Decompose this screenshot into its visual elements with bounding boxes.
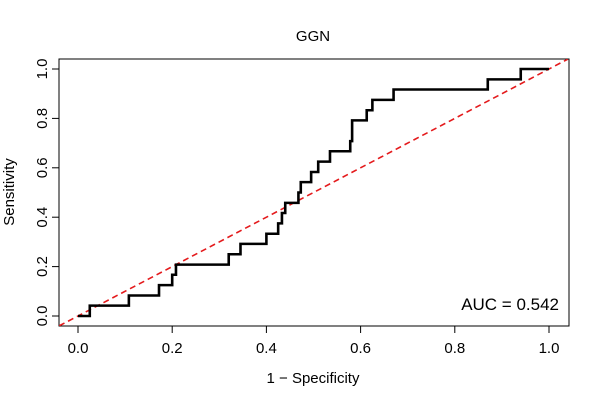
y-tick-label: 0.8 <box>34 108 51 129</box>
x-tick-label: 0.0 <box>68 340 89 357</box>
x-tick-label: 0.2 <box>162 340 183 357</box>
reference-diagonal-line <box>59 59 569 326</box>
auc-annotation: AUC = 0.542 <box>461 295 559 314</box>
y-tick-label: 0.0 <box>34 306 51 327</box>
x-tick-label: 1.0 <box>539 340 560 357</box>
y-axis: 0.0 0.2 0.4 0.6 0.8 1.0 <box>34 59 60 327</box>
x-axis: 0.0 0.2 0.4 0.6 0.8 1.0 <box>68 325 560 357</box>
chart-title: GGN <box>296 28 330 45</box>
series-layer <box>59 59 569 326</box>
y-tick-label: 0.4 <box>34 207 51 228</box>
x-tick-label: 0.6 <box>350 340 371 357</box>
roc-curve-line <box>78 67 549 318</box>
y-tick-label: 0.2 <box>34 256 51 277</box>
y-tick-label: 1.0 <box>34 59 51 80</box>
y-axis-label: Sensitivity <box>1 158 18 226</box>
y-tick-label: 0.6 <box>34 157 51 178</box>
plot-frame <box>58 58 570 327</box>
x-tick-label: 0.4 <box>256 340 277 357</box>
x-tick-label: 0.8 <box>444 340 465 357</box>
x-axis-label: 1 − Specificity <box>267 370 360 387</box>
